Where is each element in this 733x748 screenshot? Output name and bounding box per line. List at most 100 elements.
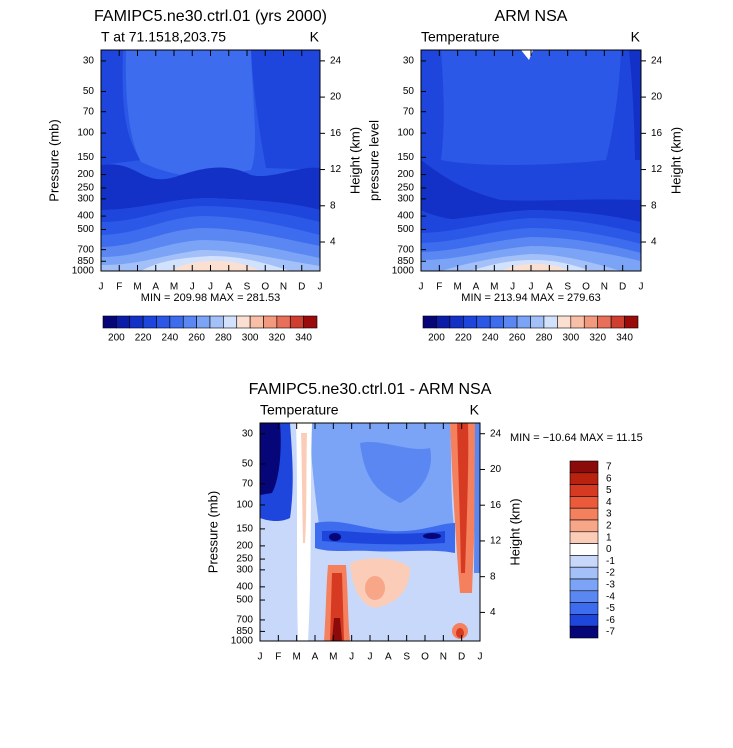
colorbar-box — [569, 507, 599, 521]
colorbar-box — [569, 590, 599, 603]
colorbar-box — [569, 496, 599, 509]
y-tick-label: 50 — [242, 459, 254, 470]
x-tick-label: M — [292, 652, 300, 663]
y-tick-label: 500 — [236, 595, 253, 606]
colorbar-box — [276, 315, 291, 329]
colorbar-box — [610, 315, 625, 329]
x-tick-label: A — [152, 282, 159, 293]
y-axis-label: Pressure (mb) — [46, 119, 61, 201]
y2-tick-label: 12 — [490, 536, 502, 547]
x-tick-label: J — [258, 652, 263, 663]
y-tick-label: 70 — [83, 106, 95, 117]
y-tick-label: 70 — [403, 106, 415, 117]
x-tick-label: A — [385, 652, 392, 663]
colorbar-label: 220 — [135, 333, 152, 344]
y2-tick-label: 16 — [490, 500, 502, 511]
colorbar-box — [569, 614, 599, 627]
colorbar-label: 3 — [606, 509, 612, 520]
y-tick-label: 200 — [236, 541, 253, 552]
colorbar-label: 4 — [606, 497, 612, 508]
y-tick-label: 250 — [236, 554, 253, 565]
colorbar-box — [569, 555, 599, 568]
y-tick-label: 150 — [77, 152, 94, 163]
chart-title: FAMIPC5.ne30.ctrl.01 - ARM NSA — [249, 381, 492, 398]
y-tick-label: 850 — [236, 626, 253, 637]
y2-axis-label: Height (km) — [507, 498, 522, 565]
x-tick-label: J — [99, 282, 104, 293]
y-tick-label: 100 — [77, 128, 94, 139]
colorbar-label: 200 — [428, 333, 445, 344]
x-tick-label: D — [458, 652, 465, 663]
x-tick-label: O — [582, 282, 590, 293]
colorbar-label: -1 — [606, 556, 615, 567]
y2-tick-label: 24 — [651, 56, 663, 67]
colorbar-box — [129, 315, 144, 329]
colorbar-box — [557, 315, 572, 329]
y2-tick-label: 4 — [651, 237, 657, 248]
y-tick-label: 850 — [397, 256, 414, 267]
colorbar-label: -5 — [606, 603, 615, 614]
colorbar-box — [569, 484, 599, 497]
colorbar-label: 7 — [606, 462, 612, 473]
y-tick-label: 700 — [236, 615, 253, 626]
colorbar-box — [223, 315, 238, 329]
units: K — [470, 402, 480, 418]
colorbar-label: 6 — [606, 473, 612, 484]
y-tick-label: 1000 — [231, 636, 254, 647]
colorbar-box — [569, 578, 599, 592]
x-tick-label: A — [312, 652, 319, 663]
colorbar-label: 260 — [509, 333, 526, 344]
y-axis-label: pressure level — [366, 120, 381, 201]
x-tick-label: J — [478, 652, 483, 663]
colorbar-box — [303, 315, 318, 329]
colorbar-box — [570, 315, 585, 329]
y2-tick-label: 16 — [651, 128, 663, 139]
colorbar-box — [116, 315, 131, 329]
units: K — [631, 29, 641, 45]
y-tick-label: 1000 — [392, 266, 415, 277]
y-tick-label: 200 — [77, 169, 94, 180]
y-tick-label: 700 — [77, 244, 94, 255]
y2-tick-label: 24 — [330, 56, 342, 67]
annotation: MIN = 213.94 MAX = 279.63 — [461, 292, 600, 304]
colorbar-box — [449, 315, 464, 329]
x-tick-label: J — [190, 282, 195, 293]
x-tick-label: N — [601, 282, 608, 293]
y2-tick-label: 12 — [651, 164, 663, 175]
left-title: Temperature — [421, 29, 500, 45]
colorbar-label: 320 — [269, 333, 286, 344]
x-tick-label: M — [490, 282, 498, 293]
x-tick-label: F — [116, 282, 122, 293]
y-tick-label: 150 — [397, 152, 414, 163]
chart-title: FAMIPC5.ne30.ctrl.01 (yrs 2000) — [94, 8, 327, 25]
colorbar-box — [597, 315, 612, 329]
x-tick-label: M — [329, 652, 337, 663]
x-tick-label: D — [298, 282, 305, 293]
x-tick-label: J — [529, 282, 534, 293]
colorbar-box — [463, 315, 478, 329]
colorbar-box — [156, 315, 171, 329]
colorbar-box — [489, 315, 504, 329]
y-tick-label: 400 — [236, 581, 253, 592]
y-tick-label: 100 — [236, 500, 253, 511]
colorbar-box — [182, 315, 197, 329]
y2-tick-label: 20 — [651, 92, 663, 103]
x-tick-label: D — [619, 282, 626, 293]
colorbar-label: 300 — [562, 333, 579, 344]
x-tick-label: J — [639, 282, 644, 293]
y2-tick-label: 20 — [330, 92, 342, 103]
colorbar-box — [503, 315, 518, 329]
y-tick-label: 400 — [77, 211, 94, 222]
colorbar-label: 300 — [242, 333, 259, 344]
colorbar-box — [516, 315, 531, 329]
x-tick-label: M — [133, 282, 141, 293]
y-tick-label: 500 — [397, 224, 414, 235]
colorbar-box — [249, 315, 264, 329]
colorbar-label: 340 — [616, 333, 633, 344]
y-tick-label: 250 — [77, 183, 94, 194]
colorbar-box — [263, 315, 278, 329]
x-tick-label: A — [546, 282, 553, 293]
y-tick-label: 300 — [77, 194, 94, 205]
x-tick-label: J — [368, 652, 373, 663]
